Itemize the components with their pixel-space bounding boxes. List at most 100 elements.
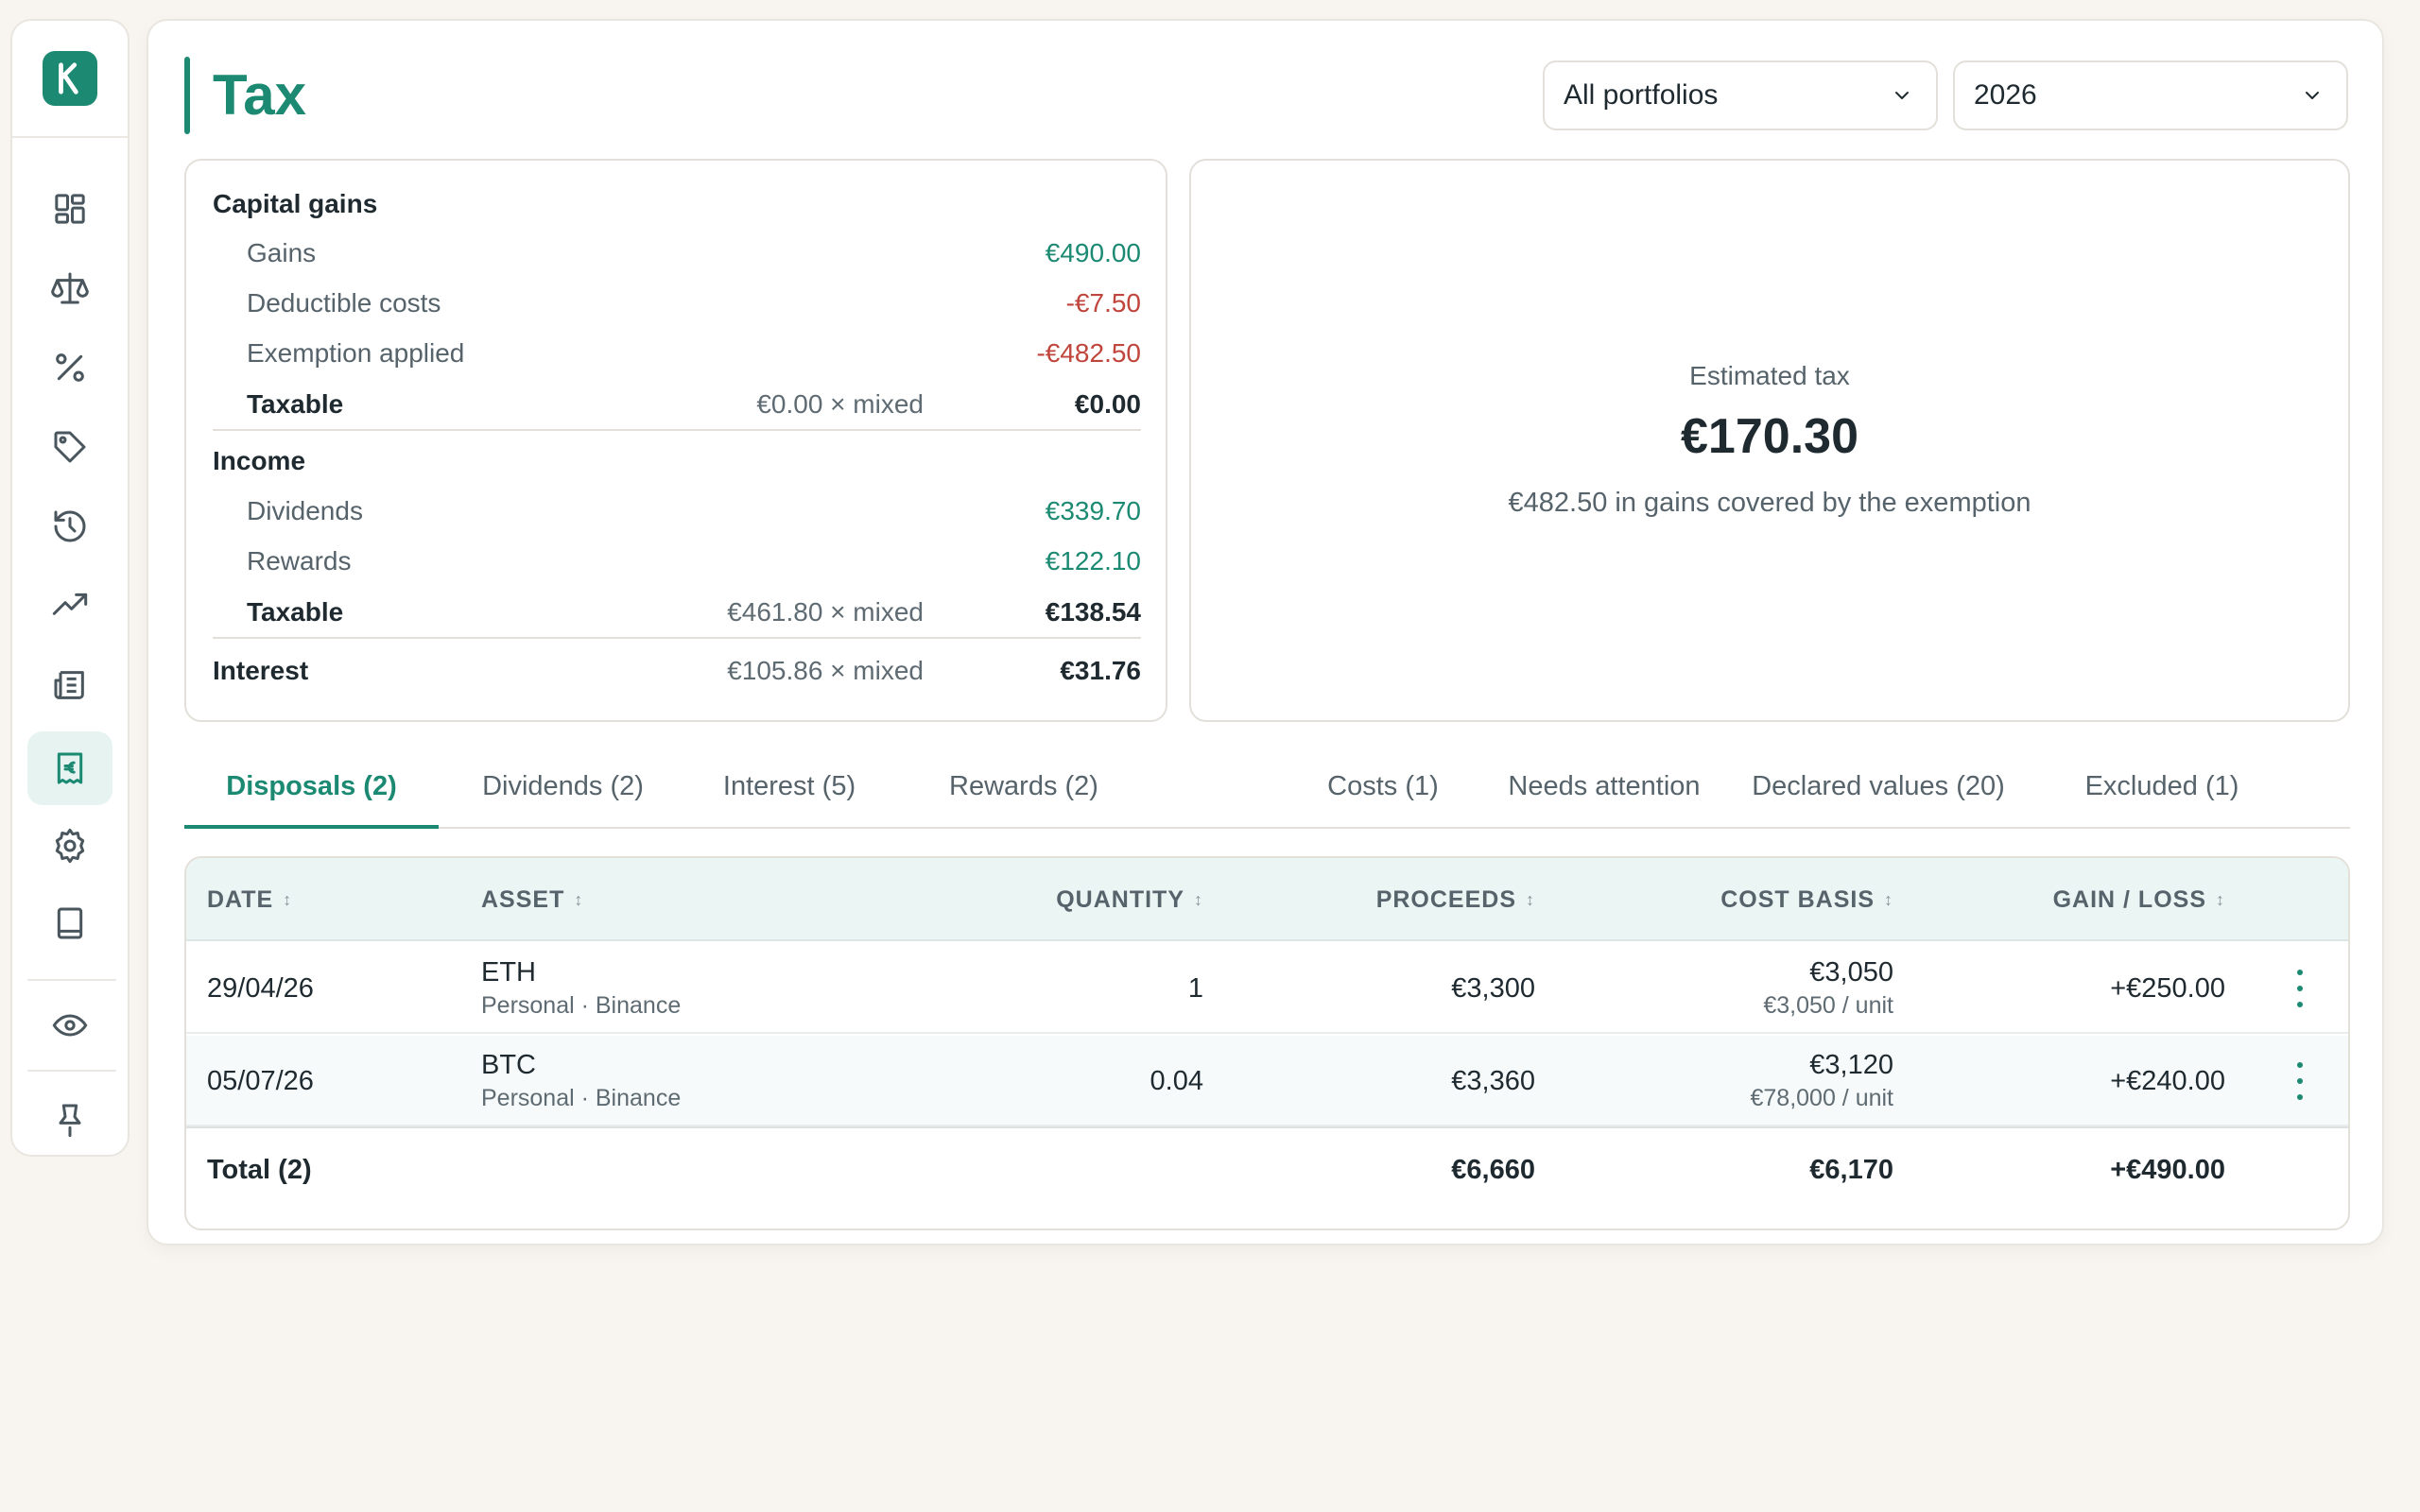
column-header-label: GAIN / LOSS — [2052, 885, 2206, 913]
percent-icon — [56, 353, 84, 382]
sidebar-item-tax[interactable] — [27, 731, 112, 805]
column-header-cost-basis[interactable]: COST BASIS ↕ — [1720, 858, 1893, 941]
column-header-label: ASSET — [481, 885, 565, 913]
total-gain-loss: +€490.00 — [2110, 1154, 2225, 1185]
income-taxable-label: Taxable — [247, 597, 344, 627]
portfolio-select[interactable]: All portfolios — [1543, 60, 1938, 130]
sidebar-item-rates[interactable] — [27, 331, 112, 404]
table-header: DATE ↕ ASSET ↕ QUANTITY ↕ PROCEEDS ↕ COST BA… — [186, 858, 2348, 941]
deductible-costs-value: -€7.50 — [1065, 288, 1141, 318]
logo-area — [12, 21, 128, 138]
tab-rewards[interactable]: Rewards (2) — [949, 770, 1098, 801]
capital-taxable-row: Taxable €0.00 × mixed €0.00 — [213, 380, 1141, 429]
capital-taxable-rate: €0.00 × mixed — [756, 389, 924, 419]
cell-gain-loss: +€250.00 — [2110, 972, 2225, 1004]
deductible-costs-label: Deductible costs — [247, 288, 441, 318]
asset-account: Personal · Binance — [481, 992, 682, 1019]
sidebar-item-privacy[interactable] — [27, 988, 112, 1062]
tab-dividends[interactable]: Dividends (2) — [482, 770, 644, 801]
sort-icon: ↕ — [2216, 889, 2225, 909]
total-cost-basis: €6,170 — [1809, 1154, 1893, 1185]
book-icon — [57, 907, 83, 939]
income-taxable-value: €138.54 — [1045, 597, 1141, 627]
sort-icon: ↕ — [283, 889, 293, 909]
sidebar-item-dashboard[interactable] — [27, 172, 112, 246]
tab-declared-values[interactable]: Declared values (20) — [1752, 770, 2005, 801]
sidebar-item-news[interactable] — [27, 648, 112, 722]
sidebar-item-pin[interactable] — [27, 1083, 112, 1157]
title-accent — [184, 57, 190, 134]
cell-proceeds: €3,360 — [1451, 1065, 1535, 1096]
newspaper-icon — [54, 671, 84, 699]
dividends-value: €339.70 — [1045, 496, 1141, 525]
column-header-label: DATE — [207, 885, 274, 913]
year-select[interactable]: 2026 — [1953, 60, 2348, 130]
row-menu-icon[interactable] — [2295, 970, 2305, 1007]
cell-quantity: 0.04 — [1150, 1065, 1203, 1096]
year-select-value: 2026 — [1974, 79, 2037, 111]
sort-icon: ↕ — [574, 889, 584, 909]
column-header-asset[interactable]: ASSET ↕ — [481, 858, 583, 941]
sidebar-item-docs[interactable] — [27, 886, 112, 960]
table-row[interactable]: 05/07/26 BTC Personal · Binance 0.04 €3,… — [186, 1036, 2348, 1126]
column-header-quantity[interactable]: QUANTITY ↕ — [1056, 858, 1203, 941]
sidebar-divider-2 — [27, 1070, 116, 1072]
table-row[interactable]: 29/04/26 ETH Personal · Binance 1 €3,300… — [186, 943, 2348, 1034]
eye-icon — [52, 1014, 88, 1037]
asset-symbol: ETH — [481, 957, 536, 988]
chevron-down-icon — [1895, 92, 1909, 99]
interest-value: €31.76 — [1060, 656, 1141, 685]
cost-basis-total: €3,050 — [1809, 957, 1893, 988]
interest-row: Interest €105.86 × mixed €31.76 — [213, 646, 1141, 696]
cell-gain-loss: +€240.00 — [2110, 1065, 2225, 1096]
column-header-label: COST BASIS — [1720, 885, 1875, 913]
gear-icon — [55, 828, 85, 864]
cell-cost-basis: €3,120 €78,000 / unit — [1750, 1036, 1893, 1126]
divider — [213, 637, 1141, 639]
app-logo[interactable] — [43, 51, 97, 106]
chevron-down-icon — [2306, 92, 2319, 99]
sort-icon: ↕ — [1884, 889, 1893, 909]
sidebar-divider — [27, 979, 116, 981]
column-header-label: QUANTITY — [1056, 885, 1184, 913]
cost-basis-per-unit: €78,000 / unit — [1750, 1085, 1893, 1111]
tab-interest[interactable]: Interest (5) — [722, 770, 856, 801]
main-panel: Tax All portfolios 2026 Capital gains Ga… — [147, 19, 2384, 1246]
column-header-proceeds[interactable]: PROCEEDS ↕ — [1376, 858, 1535, 941]
sort-icon: ↕ — [1526, 889, 1535, 909]
cell-date: 05/07/26 — [207, 1065, 314, 1096]
k-logo-icon — [59, 62, 78, 94]
rewards-label: Rewards — [247, 546, 352, 576]
sidebar-item-settings[interactable] — [27, 809, 112, 883]
sidebar — [10, 19, 130, 1157]
dividends-label: Dividends — [247, 496, 363, 525]
deductible-costs-row: Deductible costs -€7.50 — [213, 279, 1141, 328]
table-total-row: Total (2) €6,660 €6,170 +€490.00 — [186, 1126, 2348, 1228]
cell-cost-basis: €3,050 €3,050 / unit — [1763, 943, 1893, 1034]
sidebar-item-performance[interactable] — [27, 569, 112, 643]
tab-disposals[interactable]: Disposals (2) — [226, 770, 397, 801]
history-icon — [54, 510, 86, 542]
sidebar-item-history[interactable] — [27, 490, 112, 563]
dashboard-icon — [55, 194, 85, 224]
column-header-gain-loss[interactable]: GAIN / LOSS ↕ — [2053, 858, 2225, 941]
row-menu-icon[interactable] — [2295, 1062, 2305, 1100]
total-label: Total (2) — [207, 1154, 312, 1185]
sidebar-item-tags[interactable] — [27, 410, 112, 484]
tab-needs-attention[interactable]: Needs attention — [1508, 770, 1701, 801]
column-header-date[interactable]: DATE ↕ — [207, 858, 292, 941]
tab-excluded[interactable]: Excluded (1) — [2084, 770, 2239, 801]
tag-icon — [54, 431, 86, 463]
tabs-divider — [184, 827, 2350, 829]
tab-costs[interactable]: Costs (1) — [1327, 770, 1439, 801]
exemption-label: Exemption applied — [247, 338, 465, 368]
gains-label: Gains — [247, 238, 317, 267]
estimated-tax-label: Estimated tax — [1689, 361, 1850, 390]
cell-proceeds: €3,300 — [1451, 972, 1535, 1004]
euro-receipt-icon — [57, 752, 83, 784]
gains-value: €490.00 — [1045, 238, 1141, 267]
sidebar-item-balance[interactable] — [27, 251, 112, 325]
capital-taxable-value: €0.00 — [1074, 389, 1141, 419]
page-title: Tax — [213, 63, 306, 127]
exemption-row: Exemption applied -€482.50 — [213, 329, 1141, 378]
